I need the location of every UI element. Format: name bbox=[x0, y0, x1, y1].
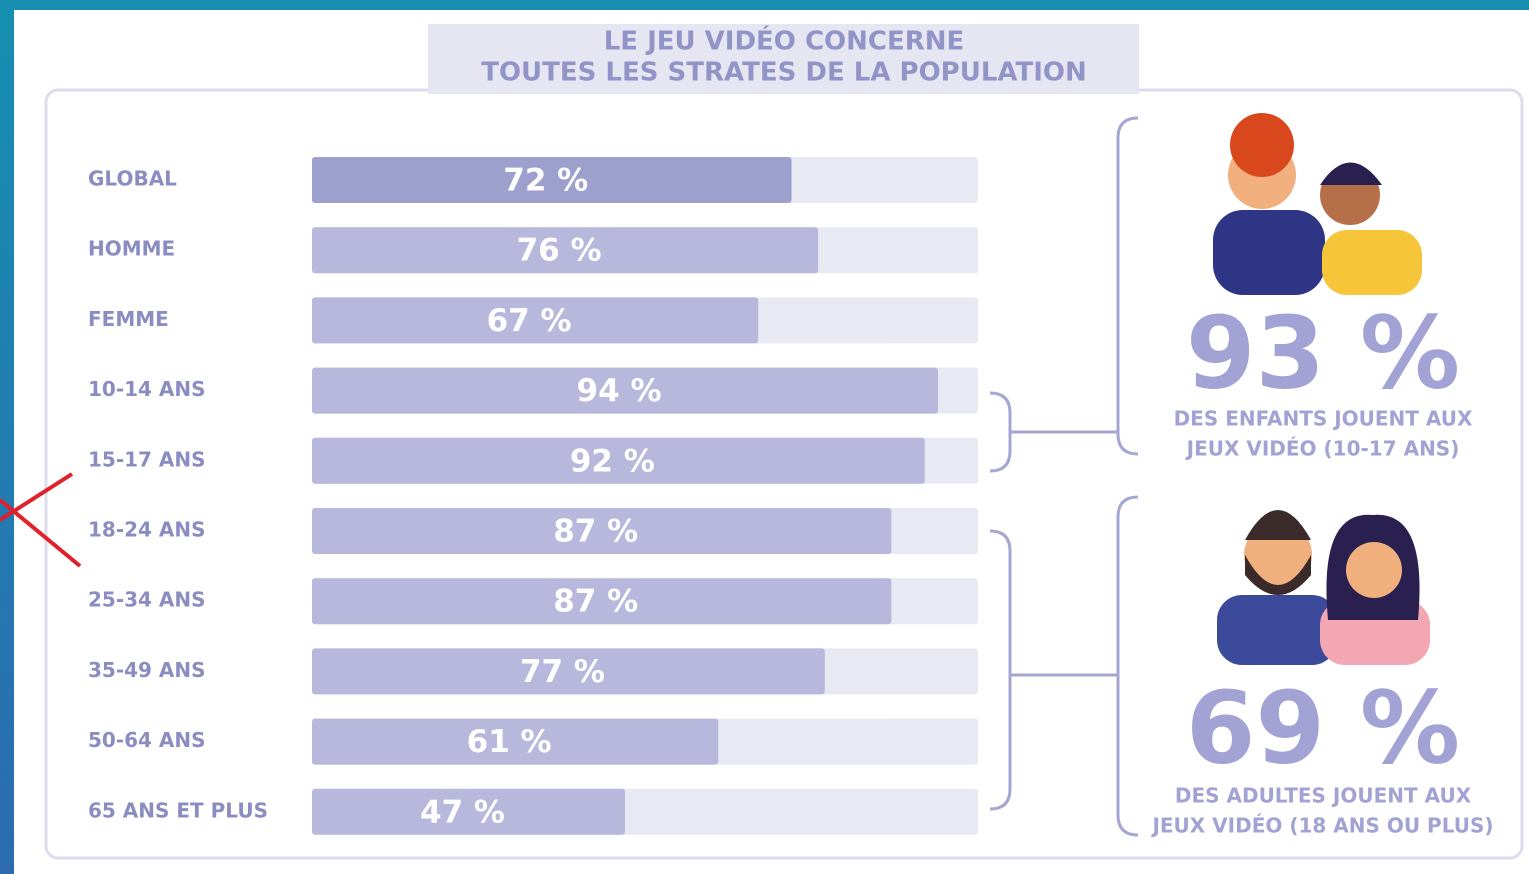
infographic: LE JEU VIDÉO CONCERNE TOUTES LES STRATES… bbox=[0, 0, 1529, 874]
title-line: TOUTES LES STRATES DE LA POPULATION bbox=[481, 58, 1087, 88]
category-label: 10-14 ANS bbox=[88, 377, 206, 401]
category-label: 18-24 ANS bbox=[88, 518, 206, 542]
category-label: 65 ANS ET PLUS bbox=[88, 798, 268, 822]
value-label: 61 % bbox=[467, 724, 552, 760]
category-label: 35-49 ANS bbox=[88, 658, 206, 682]
category-label: GLOBAL bbox=[88, 167, 177, 191]
figure-caption: DES ADULTES JOUENT AUX bbox=[1175, 784, 1472, 808]
value-label: 76 % bbox=[517, 233, 602, 269]
value-label: 77 % bbox=[520, 654, 605, 690]
figure-caption: DES ENFANTS JOUENT AUX bbox=[1174, 407, 1473, 431]
value-label: 72 % bbox=[503, 163, 588, 199]
value-label: 87 % bbox=[553, 514, 638, 550]
value-label: 67 % bbox=[487, 303, 572, 339]
category-label: 25-34 ANS bbox=[88, 588, 206, 612]
category-label: 15-17 ANS bbox=[88, 447, 206, 471]
value-label: 47 % bbox=[420, 794, 505, 830]
category-label: FEMME bbox=[88, 307, 169, 331]
value-label: 87 % bbox=[553, 584, 638, 620]
value-label: 94 % bbox=[577, 373, 662, 409]
category-label: HOMME bbox=[88, 237, 175, 261]
figure-caption: JEUX VIDÉO (18 ANS OU PLUS) bbox=[1150, 814, 1493, 838]
figure-caption: JEUX VIDÉO (10-17 ANS) bbox=[1185, 437, 1460, 461]
big-figure: 69 % bbox=[1186, 669, 1460, 786]
category-label: 50-64 ANS bbox=[88, 728, 206, 752]
title-line: LE JEU VIDÉO CONCERNE bbox=[604, 25, 965, 57]
value-label: 92 % bbox=[570, 443, 655, 479]
big-figure: 93 % bbox=[1186, 294, 1460, 411]
